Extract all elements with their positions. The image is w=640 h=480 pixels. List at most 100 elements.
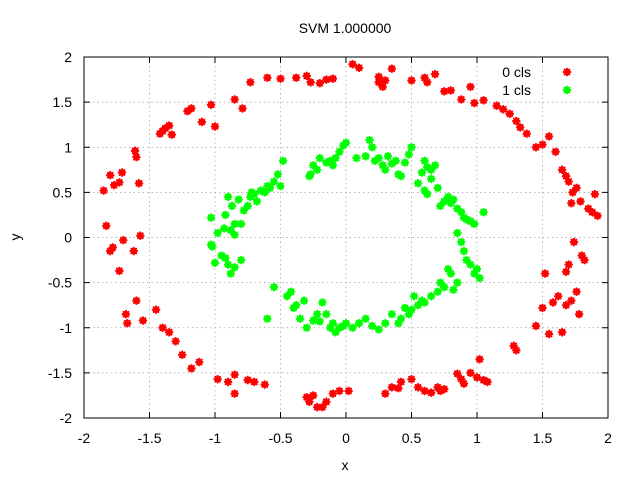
data-point xyxy=(269,177,279,186)
data-point xyxy=(433,383,442,392)
tick-layer: -2 -1.5 -1 -0.5 0 0.5 1 1.5 2 -2 -1.5 -1 -0.5 0 0.5 1 1.… xyxy=(48,49,612,446)
data-point xyxy=(538,303,547,313)
data-point xyxy=(557,327,567,337)
data-point xyxy=(291,73,301,83)
data-point xyxy=(538,140,547,149)
data-point xyxy=(236,219,246,229)
data-point xyxy=(374,325,384,334)
data-point xyxy=(246,77,255,87)
data-point xyxy=(122,318,132,328)
x-tick-label: 0.5 xyxy=(402,430,422,446)
data-point xyxy=(567,296,576,305)
series-1-points xyxy=(206,135,488,337)
data-point xyxy=(574,309,584,319)
y-tick-label: -1 xyxy=(60,320,73,336)
data-point xyxy=(308,161,318,170)
y-tick-label: 0.5 xyxy=(53,184,73,200)
data-point xyxy=(367,321,377,331)
x-tick-label: -1 xyxy=(209,430,222,446)
data-point xyxy=(276,181,285,191)
data-point xyxy=(577,251,587,260)
data-point xyxy=(472,373,482,382)
data-point xyxy=(344,386,353,396)
data-point xyxy=(568,188,577,197)
data-point xyxy=(177,350,187,360)
data-point xyxy=(236,255,246,265)
data-point xyxy=(250,189,259,199)
data-point xyxy=(407,374,416,384)
data-point xyxy=(422,162,432,172)
data-point xyxy=(374,153,384,163)
data-point xyxy=(420,156,429,166)
y-tick-label: -1.5 xyxy=(48,365,72,381)
data-point xyxy=(276,74,285,83)
data-point xyxy=(121,309,131,319)
data-point xyxy=(383,151,393,161)
data-point xyxy=(306,77,315,87)
data-point xyxy=(352,153,361,163)
data-point xyxy=(210,122,220,131)
data-point xyxy=(456,374,466,384)
data-point xyxy=(322,397,331,407)
data-point xyxy=(492,101,501,111)
y-tick-label: 1 xyxy=(64,139,72,155)
data-point xyxy=(564,260,573,269)
data-point xyxy=(322,75,331,84)
legend-marker-1 xyxy=(562,85,572,95)
data-point xyxy=(354,318,364,328)
data-point xyxy=(335,147,344,157)
data-point xyxy=(341,138,351,148)
data-point xyxy=(456,237,466,247)
data-point xyxy=(396,171,406,181)
data-point xyxy=(470,98,479,108)
data-point xyxy=(315,317,325,326)
data-point xyxy=(230,95,239,104)
data-point xyxy=(208,242,217,251)
data-point xyxy=(302,71,311,81)
legend: 0 cls 1 cls xyxy=(502,64,572,98)
data-point xyxy=(430,69,440,79)
data-point xyxy=(129,246,139,256)
data-point xyxy=(479,207,488,217)
data-point xyxy=(213,374,222,384)
data-point xyxy=(315,153,325,163)
data-point xyxy=(219,224,229,233)
data-point xyxy=(439,282,449,292)
data-point xyxy=(466,216,475,226)
data-point xyxy=(119,235,128,245)
data-point xyxy=(548,298,558,307)
data-point xyxy=(391,156,401,166)
y-tick-label: -2 xyxy=(60,410,73,426)
data-point xyxy=(567,198,576,208)
data-point xyxy=(407,76,416,85)
data-point xyxy=(394,383,403,393)
data-point xyxy=(230,230,239,240)
data-point xyxy=(160,123,170,133)
data-point xyxy=(295,314,305,324)
data-point xyxy=(158,323,167,333)
data-point xyxy=(238,104,247,113)
data-point xyxy=(105,170,115,180)
data-point xyxy=(108,243,118,252)
data-point xyxy=(183,106,192,116)
data-point xyxy=(348,323,357,333)
data-point xyxy=(243,201,253,211)
data-point xyxy=(115,266,124,276)
data-point xyxy=(394,318,403,328)
data-point xyxy=(475,355,484,364)
data-point xyxy=(187,364,196,373)
data-point xyxy=(553,291,563,301)
data-point xyxy=(286,287,296,296)
data-point xyxy=(234,195,243,204)
data-point xyxy=(230,370,239,379)
data-point xyxy=(282,291,292,301)
data-point xyxy=(378,161,387,170)
data-point xyxy=(167,130,177,139)
data-point xyxy=(226,269,236,278)
data-point xyxy=(312,165,322,175)
x-tick-label: 2 xyxy=(604,430,612,446)
data-point xyxy=(400,303,410,313)
data-point xyxy=(462,215,471,224)
points-layer xyxy=(99,59,602,412)
